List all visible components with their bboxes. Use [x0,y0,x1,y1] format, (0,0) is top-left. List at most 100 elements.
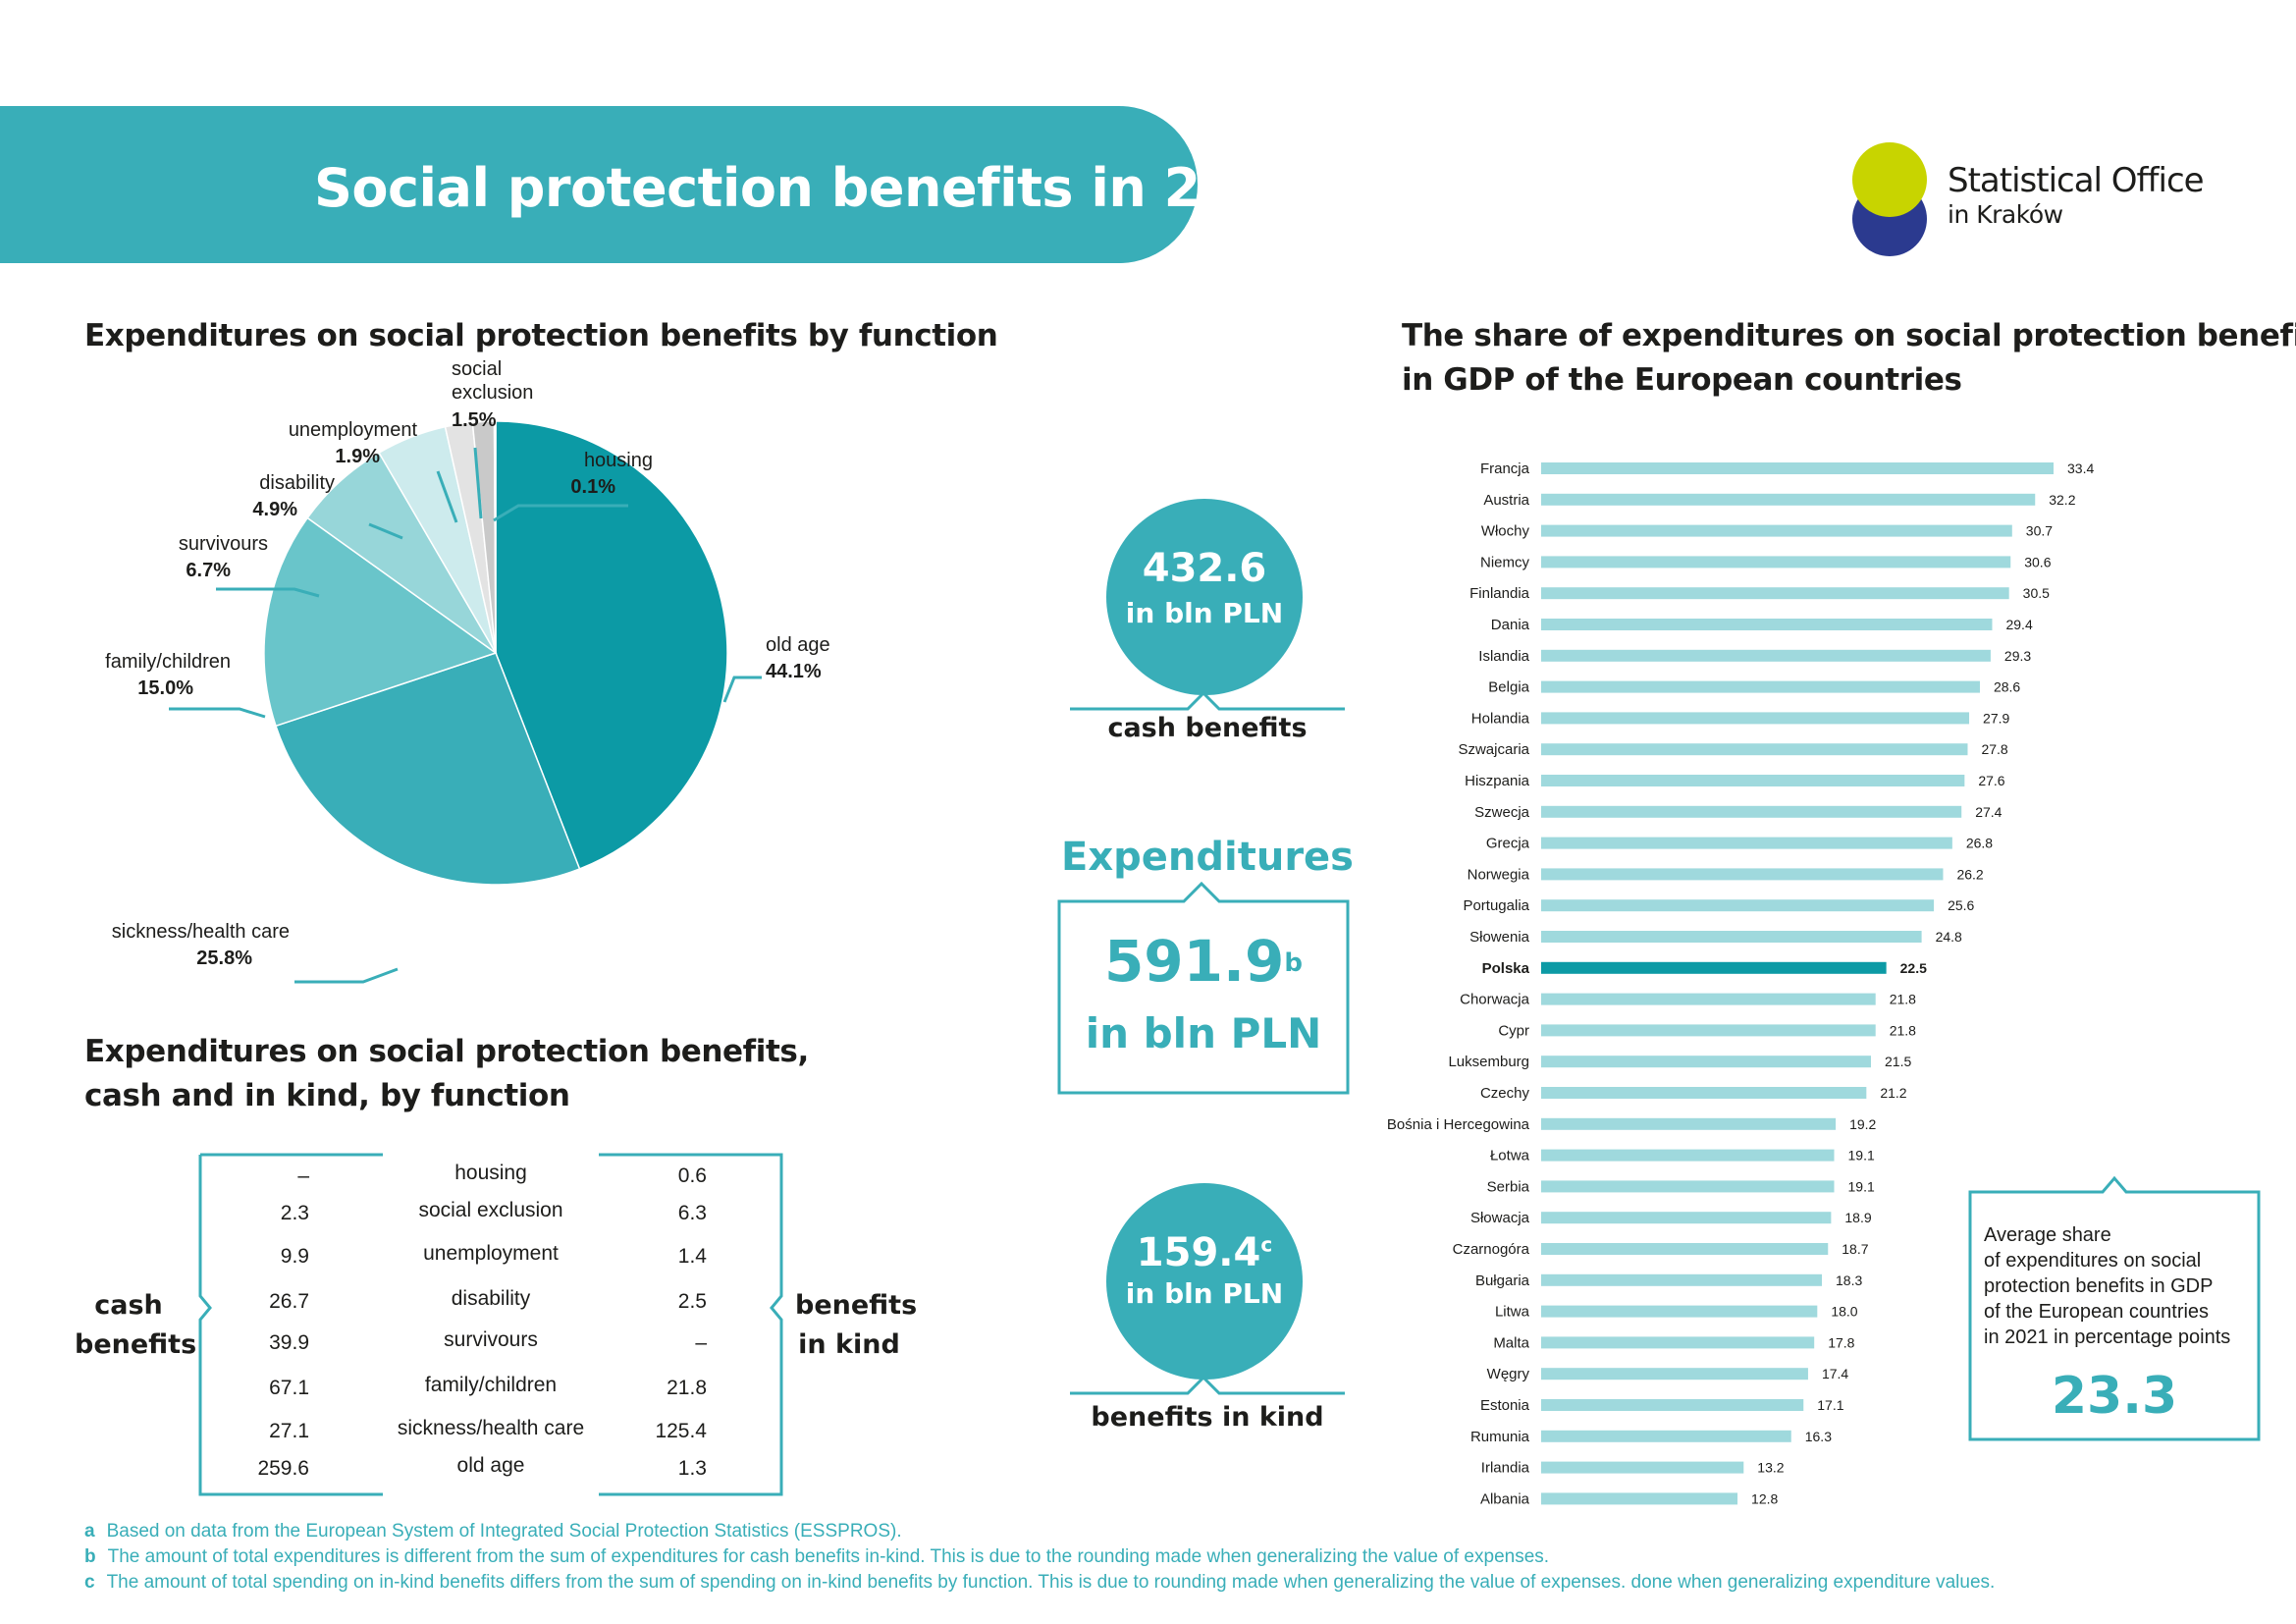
bar-otwa [1541,1149,1835,1162]
bar-serbia [1541,1180,1835,1193]
pie-label-old-age: old age [766,634,830,656]
bar-value-label: 30.7 [2026,523,2053,539]
bar-finlandia [1541,587,2009,600]
bar-s-owacja [1541,1212,1832,1224]
bar-czechy [1541,1087,1867,1099]
logo-line1: Statistical Office [1948,161,2205,200]
bar-bo-nia-i-hercegowina [1541,1117,1837,1130]
bar-category-label: Norwegia [1468,866,1530,883]
table-cash-value: – [297,1164,309,1187]
bar-value-label: 17.4 [1822,1366,1848,1381]
footnote-a: a Based on data from the European System … [84,1521,902,1542]
bar-category-label: Austria [1483,492,1529,509]
cash-benefits-circle: 432.6 in bln PLN [1106,499,1303,695]
bar-category-label: Chorwacja [1460,992,1530,1008]
bar-category-label: Niemcy [1480,554,1530,570]
bar-value-label: 26.2 [1956,866,1983,882]
bar-category-label: Hiszpania [1465,773,1530,789]
bar-value-label: 18.0 [1831,1304,1857,1320]
bar-value-label: 19.1 [1848,1178,1875,1194]
bar-value-label: 19.1 [1848,1148,1875,1164]
bar-portugalia [1541,899,1935,912]
bar-estonia [1541,1399,1804,1411]
in-kind-benefits-label: benefits in kind [795,1290,918,1360]
bar-value-label: 33.4 [2067,460,2094,476]
average-description: Average share of expenditures on social … [1984,1224,2231,1348]
table-function-label: disability [451,1287,531,1310]
table-cash-value: 27.1 [269,1420,309,1442]
pie-label-family-children: family/children [105,651,231,673]
cash-value: 432.6 [1142,546,1267,591]
bar-value-label: 27.4 [1975,804,2002,820]
cash-caption: cash benefits [1107,713,1308,743]
bar-polska [1541,961,1887,974]
table-kind-value: – [695,1331,707,1354]
bar-bu-garia [1541,1273,1823,1286]
bar-category-label: Dania [1491,617,1530,633]
bar-value-label: 21.8 [1890,1022,1916,1038]
bar-value-label: 12.8 [1751,1490,1778,1506]
table-function-label: old age [456,1454,525,1477]
bar-litwa [1541,1305,1818,1318]
kind-caption: benefits in kind [1091,1402,1324,1433]
bar-category-label: Grecja [1486,836,1530,852]
page-title: Social protection benefits in 2021 a [314,151,1345,219]
bar-category-label: Litwa [1495,1304,1530,1321]
bar-value-label: 30.5 [2023,585,2050,601]
bar-category-label: Czechy [1480,1085,1530,1102]
bar-category-label: Malta [1493,1334,1529,1351]
bar-rumunia [1541,1430,1791,1442]
bar-austria [1541,493,2036,506]
pie-value-housing: 0.1% [570,476,615,498]
bar-value-label: 16.3 [1805,1429,1832,1444]
table-kind-value: 6.3 [677,1202,707,1224]
total-value: 591.9b [1103,928,1304,995]
table-title-line1: Expenditures on social protection benefi… [84,1034,809,1069]
bar-value-label: 27.8 [1981,741,2007,757]
bar-category-label: Rumunia [1470,1429,1530,1445]
bar-czarnog-ra [1541,1243,1829,1255]
bar-category-label: Łotwa [1490,1148,1530,1164]
bar-category-label: Szwajcaria [1458,741,1529,758]
pie-chart: old age 44.1% sickness/health care 25.8% fam… [105,358,830,984]
average-box [1968,1175,2261,1441]
table-function-label: housing [454,1162,527,1184]
pie-leader-line [493,504,628,522]
bar-category-label: Słowenia [1469,929,1530,946]
bar-category-label: Cypr [1498,1022,1529,1039]
pie-label-sickness-health-care: sickness/health care [112,921,290,943]
bar-category-label: Estonia [1480,1397,1530,1414]
bar-holandia [1541,712,1970,725]
bar-category-label: Portugalia [1463,897,1529,914]
bar-francja [1541,462,2054,474]
cash-pointer-line [1070,690,1345,711]
table-kind-value: 1.3 [677,1457,707,1480]
table-kind-value: 21.8 [667,1377,707,1399]
pie-leader-line [722,676,762,703]
bar-value-label: 21.5 [1885,1054,1911,1069]
table-kind-value: 125.4 [655,1420,707,1442]
bar-category-label: Finlandia [1469,585,1530,602]
bar-category-label: Francja [1480,460,1530,477]
bar-value-label: 13.2 [1757,1460,1784,1476]
bar-szwajcaria [1541,743,1968,756]
bar-hiszpania [1541,775,1965,786]
bar-category-label: Polska [1482,960,1530,977]
table-function-label: family/children [424,1374,558,1396]
table-kind-value: 1.4 [677,1245,707,1268]
pie-leader-line [436,470,458,523]
bar-grecja [1541,837,1952,849]
footnote-c: c The amount of total spending on in-kind… [84,1572,1996,1593]
bar-value-label: 18.3 [1836,1272,1862,1288]
table-cash-value: 26.7 [269,1290,309,1313]
table-cash-value: 39.9 [269,1331,309,1354]
bar-value-label: 27.9 [1983,710,2009,726]
bar-category-label: Węgry [1487,1366,1530,1382]
bar-category-label: Bośnia i Hercegowina [1387,1116,1530,1133]
bar-norwegia [1541,868,1944,881]
table-title-line2: cash and in kind, by function [84,1078,570,1113]
table-function-label: unemployment [423,1242,559,1265]
statistical-office-logo [1852,142,1927,256]
cash-unit: in bln PLN [1125,597,1284,629]
bar-value-label: 17.1 [1817,1397,1843,1413]
